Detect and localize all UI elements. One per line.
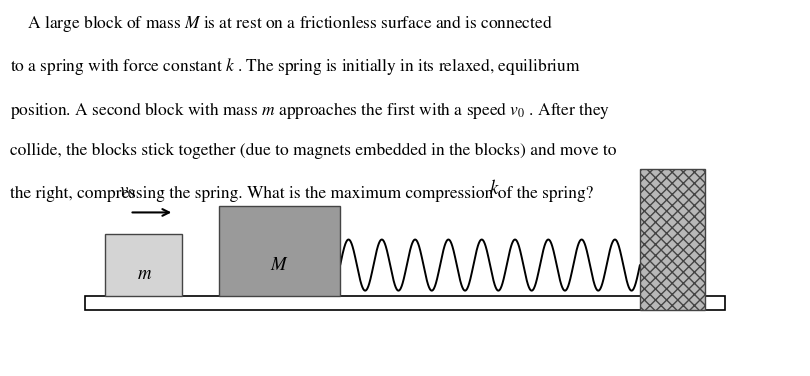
Text: $k$: $k$ <box>488 179 500 197</box>
Text: to a spring with force constant $k$ . The spring is initially in its relaxed, eq: to a spring with force constant $k$ . Th… <box>10 56 581 77</box>
Bar <box>85 296 725 310</box>
Text: $v_0$: $v_0$ <box>119 184 135 201</box>
Text: collide, the blocks stick together (due to magnets embedded in the blocks) and m: collide, the blocks stick together (due … <box>10 143 616 159</box>
Bar <box>219 206 340 296</box>
Text: $m$: $m$ <box>137 266 151 283</box>
Text: $M$: $M$ <box>270 256 289 274</box>
Text: the right, compressing the spring. What is the maximum compression of the spring: the right, compressing the spring. What … <box>10 186 593 202</box>
Text: A large block of mass $M$ is at rest on a frictionless surface and is connected: A large block of mass $M$ is at rest on … <box>10 13 552 34</box>
Bar <box>105 234 182 296</box>
Text: position. A second block with mass $m$ approaches the first with a speed $v_0$ .: position. A second block with mass $m$ a… <box>10 100 610 121</box>
Bar <box>640 169 705 310</box>
